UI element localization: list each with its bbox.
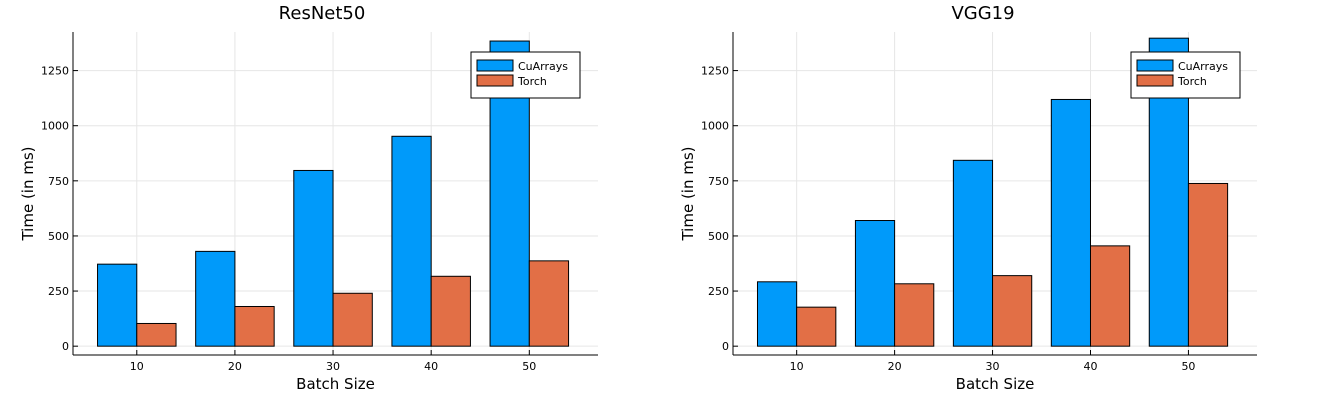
- y-tick-label: 1000: [701, 120, 729, 133]
- legend-swatch-cuarrays: [476, 59, 514, 72]
- bar-torch-40: [1089, 245, 1131, 347]
- y-tick-label: 750: [708, 175, 729, 188]
- chart-title: VGG19: [951, 3, 1014, 24]
- bar-torch-10: [136, 322, 177, 347]
- bar-cuarrays-30: [293, 169, 334, 347]
- legend-label-cuarrays: CuArrays: [518, 60, 568, 73]
- bar-torch-50: [1187, 182, 1229, 347]
- y-tick-label: 0: [62, 340, 69, 353]
- legend-label-cuarrays: CuArrays: [1178, 60, 1228, 73]
- x-tick-label: 20: [228, 360, 242, 373]
- legend-swatch-torch: [476, 74, 514, 87]
- bar-cuarrays-10: [97, 263, 138, 347]
- bar-torch-10: [796, 306, 837, 347]
- x-axis-label: Batch Size: [956, 375, 1035, 393]
- y-tick-label: 250: [708, 285, 729, 298]
- legend: CuArrays Torch: [1130, 51, 1241, 99]
- x-tick-label: 30: [326, 360, 340, 373]
- bar-torch-30: [332, 292, 373, 347]
- bar-cuarrays-20: [854, 220, 896, 347]
- bar-torch-20: [894, 283, 935, 347]
- bar-cuarrays-30: [952, 159, 994, 347]
- x-tick-label: 20: [888, 360, 902, 373]
- legend: CuArrays Torch: [470, 51, 581, 99]
- legend-swatch-cuarrays: [1136, 59, 1174, 72]
- chart-0: 0 250 500 750 1000 1250 10 20 30 40 50 ResNet50 Batc…: [19, 3, 598, 393]
- chart-title: ResNet50: [279, 3, 366, 24]
- legend-label-torch: Torch: [517, 75, 547, 88]
- x-tick-label: 10: [790, 360, 804, 373]
- x-tick-label: 40: [1083, 360, 1097, 373]
- bar-torch-30: [992, 275, 1033, 347]
- x-tick-label: 50: [1181, 360, 1195, 373]
- bar-torch-50: [528, 260, 570, 347]
- bar-torch-40: [430, 275, 471, 347]
- x-tick-label: 10: [130, 360, 144, 373]
- y-tick-label: 500: [48, 230, 69, 243]
- y-tick-label: 0: [722, 340, 729, 353]
- bar-cuarrays-20: [195, 250, 236, 347]
- bar-cuarrays-40: [391, 135, 432, 347]
- y-tick-label: 1250: [41, 65, 69, 78]
- y-tick-label: 750: [48, 175, 69, 188]
- y-tick-label: 1250: [701, 65, 729, 78]
- y-axis-label: Time (in ms): [679, 146, 697, 241]
- y-tick-label: 500: [708, 230, 729, 243]
- bar-torch-20: [234, 305, 275, 347]
- legend-swatch-torch: [1136, 74, 1174, 87]
- y-tick-label: 250: [48, 285, 69, 298]
- x-axis-label: Batch Size: [296, 375, 375, 393]
- bar-cuarrays-10: [756, 281, 798, 347]
- x-tick-label: 50: [522, 360, 536, 373]
- y-tick-label: 1000: [41, 120, 69, 133]
- x-tick-label: 40: [424, 360, 438, 373]
- y-axis-label: Time (in ms): [19, 146, 37, 241]
- legend-label-torch: Torch: [1177, 75, 1207, 88]
- bar-cuarrays-40: [1050, 98, 1091, 347]
- x-tick-label: 30: [986, 360, 1000, 373]
- chart-1: 0 250 500 750 1000 1250 10 20 30 40 50 VGG19 Batch S…: [679, 3, 1257, 393]
